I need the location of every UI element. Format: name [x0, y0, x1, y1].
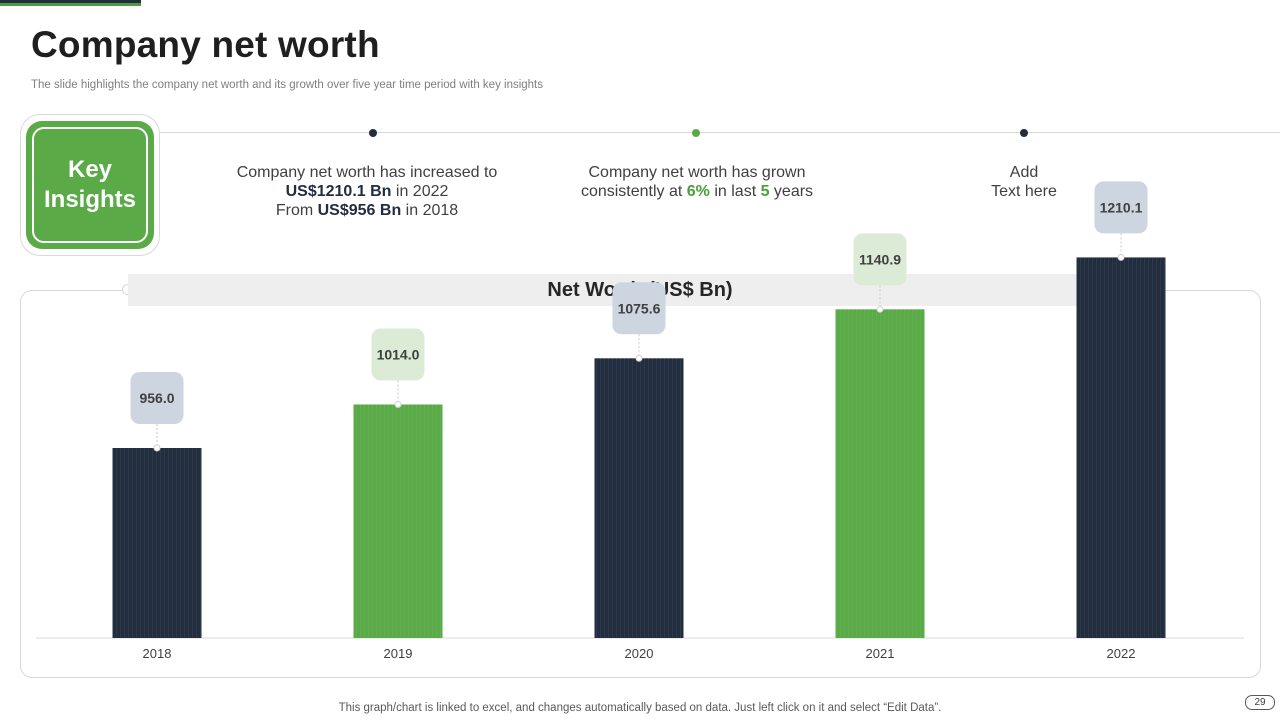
page-number: 29	[1245, 695, 1275, 710]
bar-texture-2019	[353, 404, 443, 638]
insight-1-in-2018: in 2018	[401, 202, 459, 219]
insight-2-consistently: consistently at	[580, 183, 687, 200]
bar-anchor-dot-2019	[394, 401, 402, 408]
insight-3-line2: Text here	[991, 183, 1057, 200]
insight-1-from: From	[275, 202, 318, 219]
key-insights-badge-fill: Key Insights	[26, 121, 154, 249]
key-insights-badge: Key Insights	[20, 114, 160, 256]
bar-texture-2022	[1076, 257, 1166, 638]
page-subtitle: The slide highlights the company net wor…	[31, 79, 544, 91]
insight-2-mid: in last	[709, 183, 761, 200]
insight-2-post: years	[769, 183, 814, 200]
bar-anchor-dot-2020	[635, 354, 643, 362]
timeline-dot-3	[1020, 129, 1028, 137]
insight-2-years-number: 5	[760, 183, 770, 200]
x-tick-2020: 2020	[625, 646, 654, 661]
insight-2: Company net worth has grown consistently…	[547, 163, 847, 201]
insight-2-percent: 6%	[686, 183, 710, 200]
value-label-2019: 1014.0	[377, 347, 420, 363]
value-label-box-2019	[371, 328, 425, 381]
value-label-box-2021	[853, 233, 907, 286]
bar-texture-2021	[835, 309, 925, 638]
insights-timeline	[160, 132, 1280, 133]
x-tick-2019: 2019	[384, 646, 413, 661]
bar-texture-2018	[112, 448, 202, 638]
x-tick-2018: 2018	[143, 646, 172, 661]
bar-anchor-dot-2022	[1117, 253, 1125, 261]
insight-3-line1: Add	[1009, 164, 1039, 181]
bar-texture-2020	[594, 358, 684, 638]
x-tick-2021: 2021	[866, 646, 895, 661]
value-label-box-2022	[1094, 181, 1148, 234]
x-tick-2022: 2022	[1107, 646, 1136, 661]
top-accent-bar-dark	[0, 0, 141, 3]
key-insights-label: Key Insights	[43, 156, 136, 213]
insight-2-pre: Company net worth has grown	[588, 164, 806, 181]
value-label-2021: 1140.9	[859, 251, 901, 267]
timeline-dot-2	[692, 129, 700, 137]
insight-1-line1: Company net worth has increased to	[236, 164, 498, 181]
value-label-2018: 956.0	[139, 390, 174, 406]
page-title: Company net worth	[31, 24, 380, 65]
insight-3: Add Text here	[874, 163, 1174, 201]
value-label-box-2020	[612, 282, 666, 335]
bar-anchor-dot-2021	[876, 305, 884, 313]
insight-1-amount-2022: US$1210.1 Bn	[285, 183, 392, 200]
insight-1-in-2022: in 2022	[391, 183, 449, 200]
key-insights-badge-border: Key Insights	[32, 127, 148, 243]
value-label-box-2018	[130, 372, 184, 424]
insight-1-amount-2018: US$956 Bn	[317, 202, 402, 219]
value-label-2022: 1210.1	[1100, 199, 1143, 215]
timeline-dot-1	[369, 129, 377, 137]
insight-1: Company net worth has increased to US$12…	[217, 163, 517, 220]
footer-note: This graph/chart is linked to excel, and…	[338, 702, 942, 714]
value-label-2020: 1075.6	[618, 300, 661, 316]
bar-anchor-dot-2018	[153, 444, 161, 452]
top-accent-bar-green	[0, 3, 141, 6]
